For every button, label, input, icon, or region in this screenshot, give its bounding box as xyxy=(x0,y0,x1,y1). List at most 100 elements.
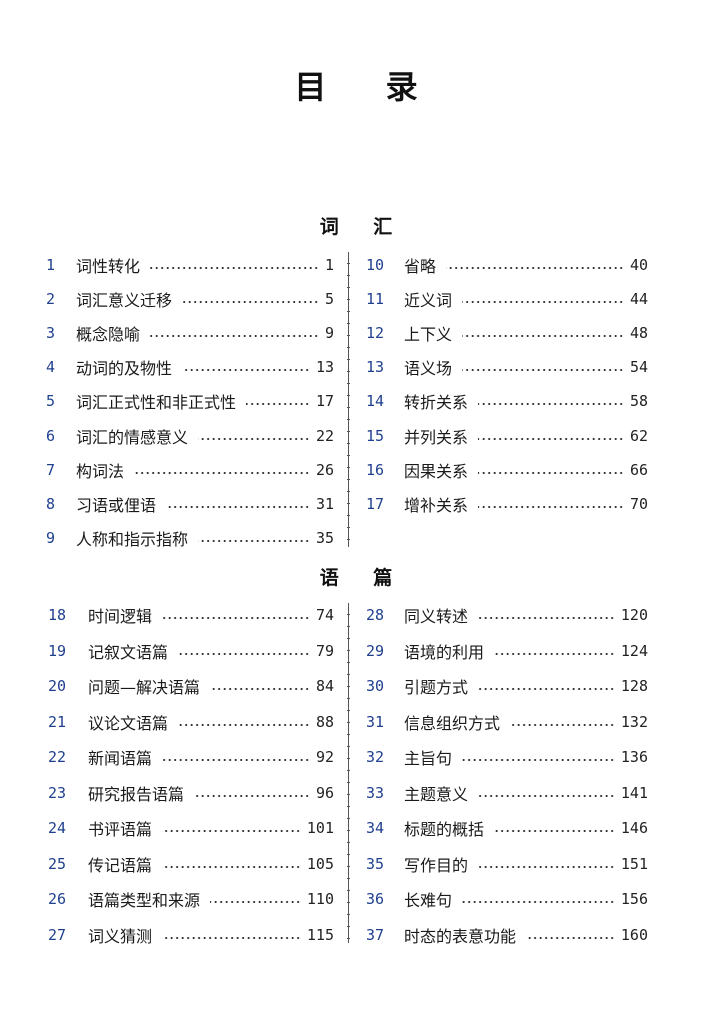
entry-number: 27 xyxy=(48,925,67,944)
entry-page-number: 110 xyxy=(306,890,334,908)
entry-page-number: 136 xyxy=(620,748,648,766)
entry-page-number: 1 xyxy=(324,256,334,274)
dot-leader xyxy=(494,651,615,656)
entry-number: 14 xyxy=(366,392,385,411)
entry-page-number: 156 xyxy=(620,890,648,908)
entry-number: 32 xyxy=(366,748,385,766)
dot-leader xyxy=(510,722,615,727)
toc-entry[interactable]: 5 词汇正式性和非正式性 17 xyxy=(46,389,334,413)
entry-title: 词义猜测 xyxy=(88,926,153,946)
toc-entry[interactable]: 6 词汇的情感意义 22 xyxy=(46,424,334,448)
toc-entry[interactable]: 15 并列关系 62 xyxy=(366,424,648,448)
toc-entry[interactable]: 9 人称和指示指称 35 xyxy=(46,526,334,550)
entry-title: 引题方式 xyxy=(404,678,469,697)
toc-entry[interactable]: 17 增补关系 70 xyxy=(366,492,648,516)
entry-page-number: 35 xyxy=(315,528,334,547)
entry-page-number: 160 xyxy=(620,925,648,944)
entry-title: 构词法 xyxy=(76,461,125,481)
entry-page-number: 66 xyxy=(629,460,648,479)
entry-title: 写作目的 xyxy=(404,855,469,875)
entry-number: 8 xyxy=(46,494,56,513)
toc-entry[interactable]: 33 主题意义 141 xyxy=(366,781,648,805)
entry-number: 24 xyxy=(48,819,67,837)
toc-entry[interactable]: 20 问题—解决语篇 84 xyxy=(48,674,334,698)
toc-entry[interactable]: 14 转折关系 58 xyxy=(366,389,648,413)
toc-entry[interactable]: 18 时间逻辑 74 xyxy=(48,603,334,627)
toc-entry[interactable]: 11 近义词 44 xyxy=(366,287,648,311)
entry-title: 研究报告语篇 xyxy=(88,784,185,804)
entry-title: 词性转化 xyxy=(76,257,141,276)
toc-entry[interactable]: 1 词性转化 1 xyxy=(46,253,334,277)
entry-title: 人称和指示指称 xyxy=(76,529,189,549)
dot-leader xyxy=(178,651,310,656)
dot-leader xyxy=(166,504,310,509)
entry-number: 25 xyxy=(48,854,67,873)
toc-entry[interactable]: 35 写作目的 151 xyxy=(366,852,648,876)
toc-entry[interactable]: 24 书评语篇 101 xyxy=(48,816,334,840)
entry-title: 概念隐喻 xyxy=(76,325,141,345)
dot-leader xyxy=(462,368,624,373)
toc-entry[interactable]: 29 语境的利用 124 xyxy=(366,639,648,663)
dot-leader xyxy=(478,616,615,620)
toc-entry[interactable]: 30 引题方式 128 xyxy=(366,674,648,698)
entry-title: 动词的及物性 xyxy=(76,359,173,379)
entry-number: 11 xyxy=(366,290,385,309)
entry-page-number: 13 xyxy=(315,358,334,377)
toc-entry[interactable]: 8 习语或俚语 31 xyxy=(46,492,334,516)
toc-entry[interactable]: 21 议论文语篇 88 xyxy=(48,710,334,734)
toc-entry[interactable]: 34 标题的概括 146 xyxy=(366,816,648,840)
dot-leader xyxy=(162,758,310,762)
toc-entry[interactable]: 32 主旨句 136 xyxy=(366,745,648,769)
dot-leader xyxy=(162,935,301,940)
toc-entry[interactable]: 7 构词法 26 xyxy=(46,458,334,482)
entry-number: 15 xyxy=(366,426,385,445)
entry-page-number: 44 xyxy=(629,290,648,309)
toc-entry[interactable]: 23 研究报告语篇 96 xyxy=(48,781,334,805)
toc-entry[interactable]: 36 长难句 156 xyxy=(366,887,648,911)
entry-number: 1 xyxy=(46,256,56,274)
dot-leader xyxy=(198,538,310,543)
dot-leader xyxy=(494,829,615,833)
entry-title: 书评语篇 xyxy=(88,820,153,839)
entry-number: 28 xyxy=(366,606,385,624)
toc-entry[interactable]: 13 语义场 54 xyxy=(366,355,648,379)
dot-leader xyxy=(198,436,310,441)
toc-entry[interactable]: 25 传记语篇 105 xyxy=(48,852,334,876)
entry-number: 16 xyxy=(366,460,385,479)
dot-leader xyxy=(462,758,615,762)
toc-entry[interactable]: 31 信息组织方式 132 xyxy=(366,710,648,734)
entry-number: 33 xyxy=(366,783,385,802)
entry-number: 18 xyxy=(48,606,67,624)
toc-entry[interactable]: 10 省略 40 xyxy=(366,253,648,277)
entry-page-number: 26 xyxy=(315,460,334,479)
toc-entry[interactable]: 22 新闻语篇 92 xyxy=(48,745,334,769)
toc-entry[interactable]: 4 动词的及物性 13 xyxy=(46,355,334,379)
entry-title: 近义词 xyxy=(404,291,453,311)
entry-number: 9 xyxy=(46,528,56,547)
entry-title: 记叙文语篇 xyxy=(88,642,169,662)
dot-leader xyxy=(478,687,615,691)
entry-title: 习语或俚语 xyxy=(76,495,157,515)
toc-entry[interactable]: 19 记叙文语篇 79 xyxy=(48,639,334,663)
entry-title: 同义转述 xyxy=(404,607,469,626)
toc-entry[interactable]: 37 时态的表意功能 160 xyxy=(366,923,648,947)
toc-entry[interactable]: 27 词义猜测 115 xyxy=(48,923,334,947)
column-divider xyxy=(347,252,350,547)
entry-title: 省略 xyxy=(404,257,437,276)
entry-title: 时间逻辑 xyxy=(88,607,153,626)
entry-page-number: 74 xyxy=(315,606,334,624)
toc-entry[interactable]: 16 因果关系 66 xyxy=(366,458,648,482)
toc-entry[interactable]: 26 语篇类型和来源 110 xyxy=(48,887,334,911)
dot-leader xyxy=(182,300,319,305)
entry-title: 转折关系 xyxy=(404,393,469,413)
toc-entry[interactable]: 3 概念隐喻 9 xyxy=(46,321,334,345)
entry-title: 增补关系 xyxy=(404,495,469,515)
entry-number: 34 xyxy=(366,819,385,837)
entry-page-number: 40 xyxy=(629,256,648,274)
toc-entry[interactable]: 2 词汇意义迁移 5 xyxy=(46,287,334,311)
entry-title: 词汇正式性和非正式性 xyxy=(76,393,237,413)
toc-entry[interactable]: 12 上下义 48 xyxy=(366,321,648,345)
dot-leader xyxy=(462,900,615,904)
entry-page-number: 101 xyxy=(306,819,334,837)
toc-entry[interactable]: 28 同义转述 120 xyxy=(366,603,648,627)
